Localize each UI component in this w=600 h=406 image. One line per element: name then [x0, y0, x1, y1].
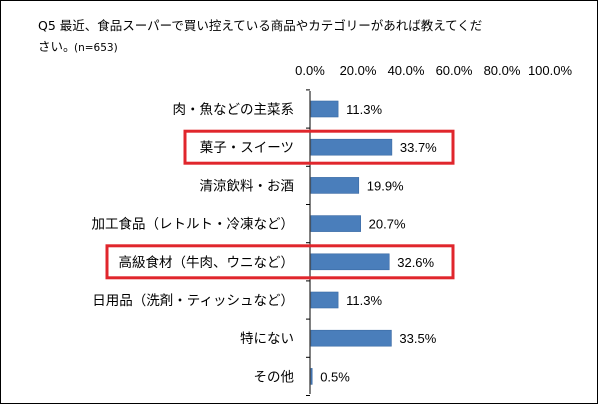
- bars: 肉・魚などの主菜系 11.3% 菓子・スイーツ 33.7% 清涼飲料・お酒 19.9% 加工…: [92, 100, 455, 385]
- bar: [310, 100, 339, 118]
- sample-size: (n=653): [74, 42, 118, 54]
- bar: [310, 215, 361, 232]
- bar: [310, 253, 390, 271]
- category-label: 加工食品（レトルト・冷凍など）: [92, 216, 295, 233]
- category-label: 日用品（洗剤・ティッシュなど）: [92, 293, 294, 309]
- x-tick-label: 100.0%: [528, 63, 573, 78]
- category-label: 菓子・スイーツ: [200, 140, 294, 156]
- highlight-box: [105, 244, 455, 280]
- value-label: 33.7%: [400, 140, 437, 155]
- x-tick-label: 20.0%: [340, 63, 377, 78]
- bar: [310, 138, 393, 156]
- highlight-box: [183, 129, 455, 165]
- category-label: 特にない: [240, 331, 294, 347]
- bar: [310, 368, 313, 385]
- category-label: 高級食材（牛肉、ウニなど）: [119, 254, 295, 271]
- value-label: 20.7%: [369, 217, 406, 232]
- value-label: 11.3%: [346, 293, 382, 308]
- bar: [310, 291, 339, 309]
- bar: [310, 177, 360, 194]
- value-label: 11.3%: [346, 102, 382, 117]
- category-label: その他: [254, 369, 295, 385]
- x-tick-label: 0.0%: [295, 63, 325, 78]
- value-label: 32.6%: [397, 255, 434, 270]
- chart-title-line2: さい。: [38, 39, 76, 54]
- category-label: 清涼飲料・お酒: [200, 178, 295, 194]
- chart-title-line1: Q5 最近、食品スーパーで買い控えている商品やカテゴリーがあれば教えてくだ: [38, 18, 482, 33]
- value-label: 33.5%: [399, 331, 436, 346]
- value-label: 19.9%: [367, 178, 404, 193]
- x-tick-label: 40.0%: [388, 63, 425, 78]
- bar: [310, 329, 392, 347]
- x-tick-label: 60.0%: [436, 63, 473, 78]
- value-label: 0.5%: [320, 369, 350, 384]
- category-label: 肉・魚などの主菜系: [173, 102, 295, 118]
- x-axis: 0.0% 20.0% 40.0% 60.0% 80.0% 100.0%: [295, 63, 572, 396]
- x-tick-label: 80.0%: [484, 63, 521, 78]
